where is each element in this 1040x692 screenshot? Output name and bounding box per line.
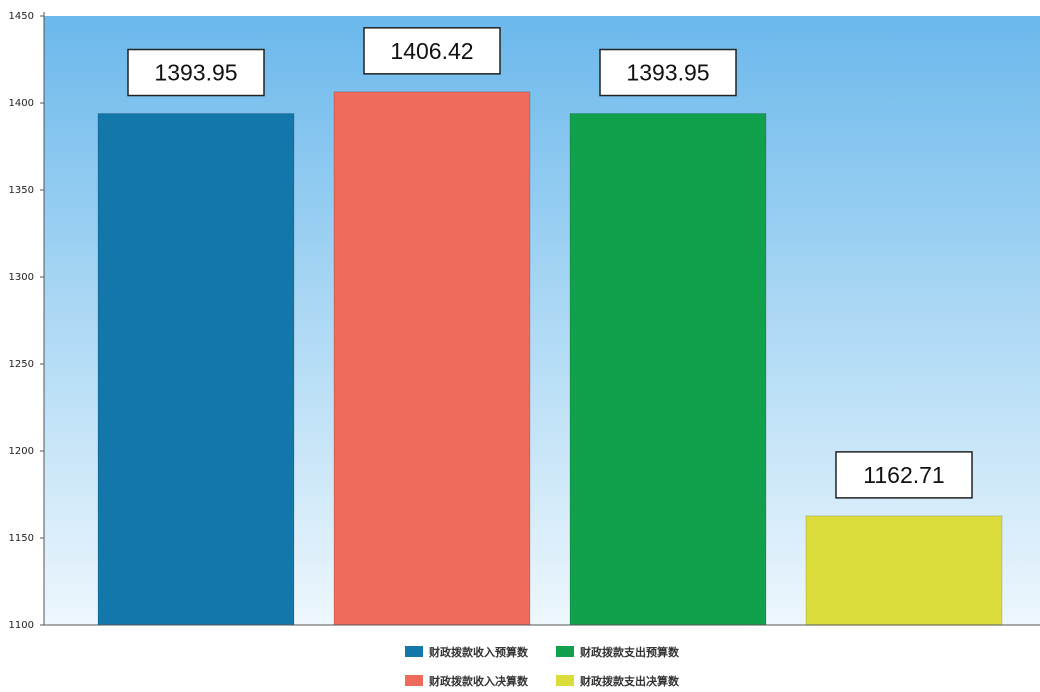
data-label: 1406.42 <box>363 27 501 75</box>
data-label: 1393.95 <box>599 48 737 97</box>
y-tick-label: 1150 <box>9 533 34 544</box>
legend-swatch <box>556 675 574 686</box>
data-label-text: 1162.71 <box>863 462 944 488</box>
data-label-text: 1406.42 <box>390 38 473 64</box>
data-label-text: 1393.95 <box>626 60 709 86</box>
legend-entry: 财政拨款支出预算数 <box>556 645 680 659</box>
y-tick-label: 1450 <box>9 11 34 22</box>
data-label: 1162.71 <box>835 451 973 499</box>
legend-swatch <box>405 646 423 657</box>
legend-entry: 财政拨款收入预算数 <box>405 645 529 659</box>
legend-swatch <box>556 646 574 657</box>
y-tick-label: 1300 <box>9 272 34 283</box>
legend-entry: 财政拨款收入决算数 <box>405 674 529 688</box>
data-label-box <box>363 27 501 75</box>
legend-label: 财政拨款收入预算数 <box>428 645 529 659</box>
y-tick-label: 1250 <box>9 359 34 370</box>
legend-label: 财政拨款支出决算数 <box>579 674 680 688</box>
bars-group <box>97 91 1003 626</box>
bar <box>569 113 767 626</box>
legend-swatch <box>405 675 423 686</box>
data-label-box <box>599 48 737 97</box>
bar <box>333 91 531 626</box>
bar <box>805 515 1003 626</box>
y-tick-label: 1200 <box>9 446 34 457</box>
data-label-box <box>127 48 265 97</box>
data-labels-group: 1393.95 1406.42 1393.95 1162.71 <box>127 27 973 499</box>
y-tick-label: 1400 <box>9 98 34 109</box>
y-tick-label: 1350 <box>9 185 34 196</box>
data-label: 1393.95 <box>127 48 265 97</box>
bar <box>97 113 295 626</box>
y-axis: 1100 1150 1200 1250 1300 1350 1400 1450 <box>9 11 1040 631</box>
legend-entry: 财政拨款支出决算数 <box>556 674 680 688</box>
y-tick-label: 1100 <box>9 620 34 631</box>
data-label-text: 1393.95 <box>154 60 237 86</box>
legend-label: 财政拨款收入决算数 <box>428 674 529 688</box>
legend-label: 财政拨款支出预算数 <box>579 645 680 659</box>
data-label-box <box>835 451 973 499</box>
